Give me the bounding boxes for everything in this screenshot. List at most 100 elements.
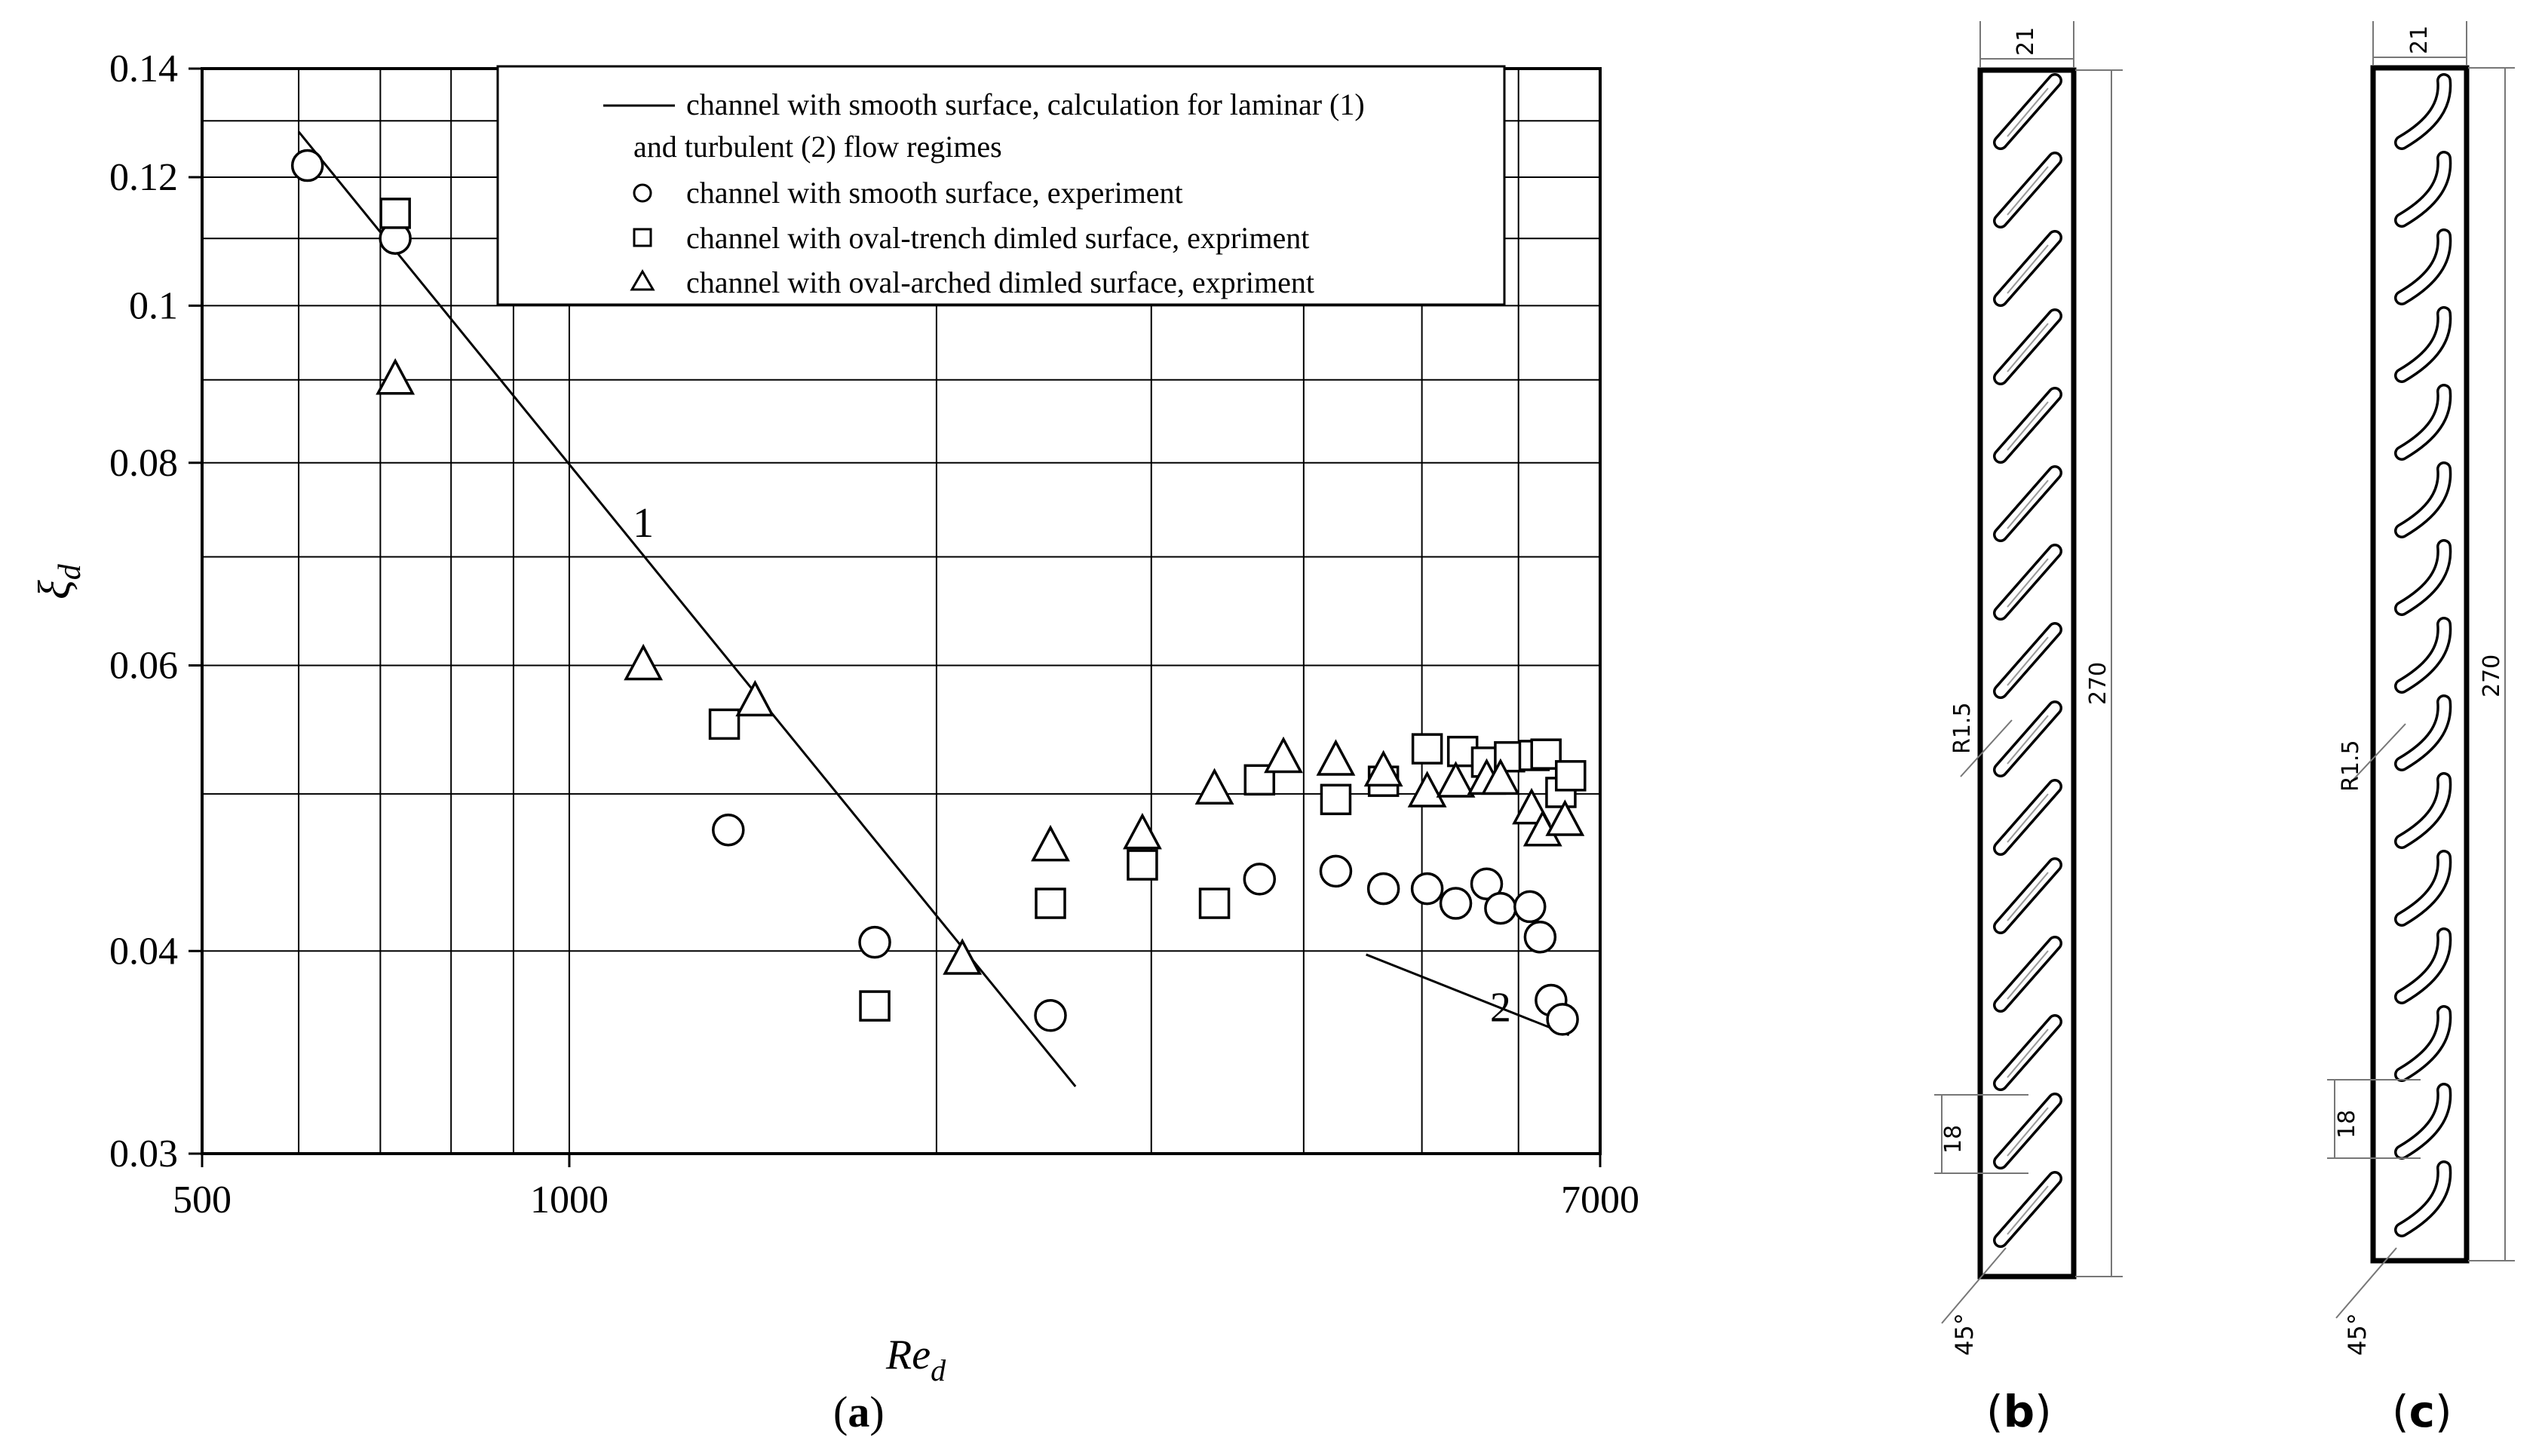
x-tick-label: 500: [173, 1179, 232, 1222]
dim-angle-leader-c: [2335, 1247, 2397, 1319]
dim-radius-label-c: R1.5: [2338, 740, 2364, 792]
dimple-oval-arched-inner: [2396, 231, 2449, 303]
circle-point: [712, 813, 745, 847]
legend-square-marker: [633, 228, 652, 247]
dimple-oval-arched-inner: [2396, 308, 2449, 381]
y-tick-label: 0.14: [109, 48, 178, 90]
square-point: [1555, 760, 1587, 792]
model-line-label-2: 2: [1490, 985, 1511, 1031]
x-tick-label: 7000: [1561, 1179, 1639, 1222]
dimple-oval-arched-inner: [2396, 774, 2449, 847]
legend-entry-1: channel with smooth surface, calculation…: [686, 87, 1365, 121]
circle-point: [1513, 890, 1547, 924]
panel-label-c-close: ): [2435, 1386, 2452, 1437]
triangle-point: [943, 938, 983, 975]
x-tick-label: 1000: [530, 1179, 609, 1222]
y-tick-label: 0.04: [109, 930, 178, 973]
panel-label-b: (b): [1986, 1386, 2052, 1437]
y-axis-title-main: ξ: [29, 580, 79, 599]
dimple-oval-arched-inner: [2396, 852, 2449, 924]
dimple-oval-trench-hatch: [2007, 1185, 2049, 1235]
circle-point: [1366, 872, 1400, 906]
x-axis-title: Red: [885, 1332, 946, 1387]
dim-radius-leader-b: [1960, 719, 2013, 777]
dimples-b: [1993, 73, 2062, 1248]
chart-panel-a: 500 1000 7000 0.03 0.04 0.06 0.08 0.1 0.12 0.14 1…: [29, 48, 1639, 1436]
square-point: [859, 990, 891, 1022]
square-point: [1127, 849, 1158, 881]
dim-angle-label-c: 45°: [2343, 1313, 2372, 1356]
square-point: [1411, 733, 1443, 765]
dimple-oval-arched-inner: [2396, 75, 2449, 148]
model-lines: 12: [297, 130, 1570, 1087]
channel-drawing-b: 21 270 R1.5 18 45° (b): [1934, 21, 2123, 1437]
data-points: [290, 149, 1587, 1036]
panel-label-b-open: (: [1986, 1386, 2004, 1437]
triangle-point: [1480, 758, 1520, 795]
panel-label-b-close: ): [2035, 1386, 2052, 1437]
dim-angle-leader-b: [1941, 1247, 2007, 1324]
dimple-oval-trench-hatch: [2007, 166, 2049, 216]
y-tick-label: 0.06: [109, 644, 178, 687]
dimple-oval-trench-hatch: [2007, 636, 2049, 686]
model-line-1: [297, 130, 1077, 1087]
legend-circle-marker: [633, 183, 652, 203]
dim-radius-leader-c: [2348, 723, 2406, 785]
circle-point: [1470, 867, 1504, 900]
dimple-oval-arched-inner: [2396, 153, 2449, 225]
dimple-oval-arched-inner: [2396, 930, 2449, 1002]
legend: channel with smooth surface, calculation…: [496, 65, 1506, 306]
legend-entry-2: and turbulent (2) flow regimes: [633, 130, 1002, 164]
circle-point: [1034, 999, 1067, 1032]
dimple-oval-arched-inner: [2396, 1007, 2449, 1080]
panel-label-a-letter: a: [848, 1387, 869, 1436]
y-tick-label: 0.12: [109, 156, 178, 199]
circle-point: [290, 149, 324, 182]
panel-label-b-letter: b: [2004, 1386, 2035, 1437]
dimples-c: [2394, 73, 2452, 1237]
dimple-oval-arched-inner: [2396, 697, 2449, 769]
triangle-point: [1123, 812, 1162, 850]
dim-radius-label-b: R1.5: [1949, 702, 1976, 754]
triangle-point: [624, 643, 664, 681]
legend-entry-4: channel with oval-trench dimled surface,…: [686, 221, 1309, 255]
dimple-oval-trench-hatch: [2007, 244, 2049, 294]
triangle-point: [1436, 761, 1476, 798]
dimple-oval-arched-inner: [2396, 386, 2449, 458]
dimple-oval-trench-hatch: [2007, 401, 2049, 451]
dimple-oval-trench-hatch: [2007, 793, 2049, 843]
dimple-oval-arched-inner: [2396, 1163, 2449, 1235]
circle-point: [858, 925, 891, 959]
y-axis-title: ξd: [29, 563, 87, 599]
dimple-oval-trench-hatch: [2007, 1028, 2049, 1078]
legend-entry-5: channel with oval-arched dimled surface,…: [686, 265, 1314, 299]
channel-outline-c: [2370, 65, 2470, 1264]
triangle-point: [1407, 771, 1447, 808]
legend-triangle-marker: [630, 269, 655, 291]
square-point: [708, 708, 741, 740]
dimple-oval-trench-hatch: [2007, 1107, 2049, 1157]
dim-height-label-b: 270: [2085, 662, 2111, 705]
dimple-oval-trench-hatch: [2007, 87, 2049, 137]
triangle-point: [1545, 799, 1585, 836]
channel-drawing-c: 21 270 R1.5 18 45° (c): [2327, 21, 2515, 1437]
dimple-oval-trench-hatch: [2007, 323, 2049, 372]
dimple-oval-trench-hatch: [2007, 558, 2049, 608]
triangle-point: [1264, 736, 1303, 774]
circle-point: [1484, 891, 1517, 925]
y-tick-label: 0.1: [129, 284, 178, 327]
x-axis-title-sub: d: [931, 1353, 946, 1387]
panel-label-c-letter: c: [2409, 1386, 2435, 1437]
triangle-point: [1363, 749, 1403, 787]
square-point: [379, 198, 411, 229]
dim-pitch-label-b: 18: [1940, 1125, 1967, 1154]
channel-outline-b: [1977, 67, 2077, 1280]
square-point: [1198, 887, 1231, 919]
circle-point: [1410, 872, 1444, 906]
y-tick-label: 0.08: [109, 442, 178, 485]
circle-point: [1523, 921, 1557, 954]
dim-pitch-label-c: 18: [2334, 1110, 2360, 1139]
model-line-2: [1366, 953, 1570, 1037]
circle-point: [1439, 887, 1473, 920]
circle-point: [1319, 854, 1353, 888]
